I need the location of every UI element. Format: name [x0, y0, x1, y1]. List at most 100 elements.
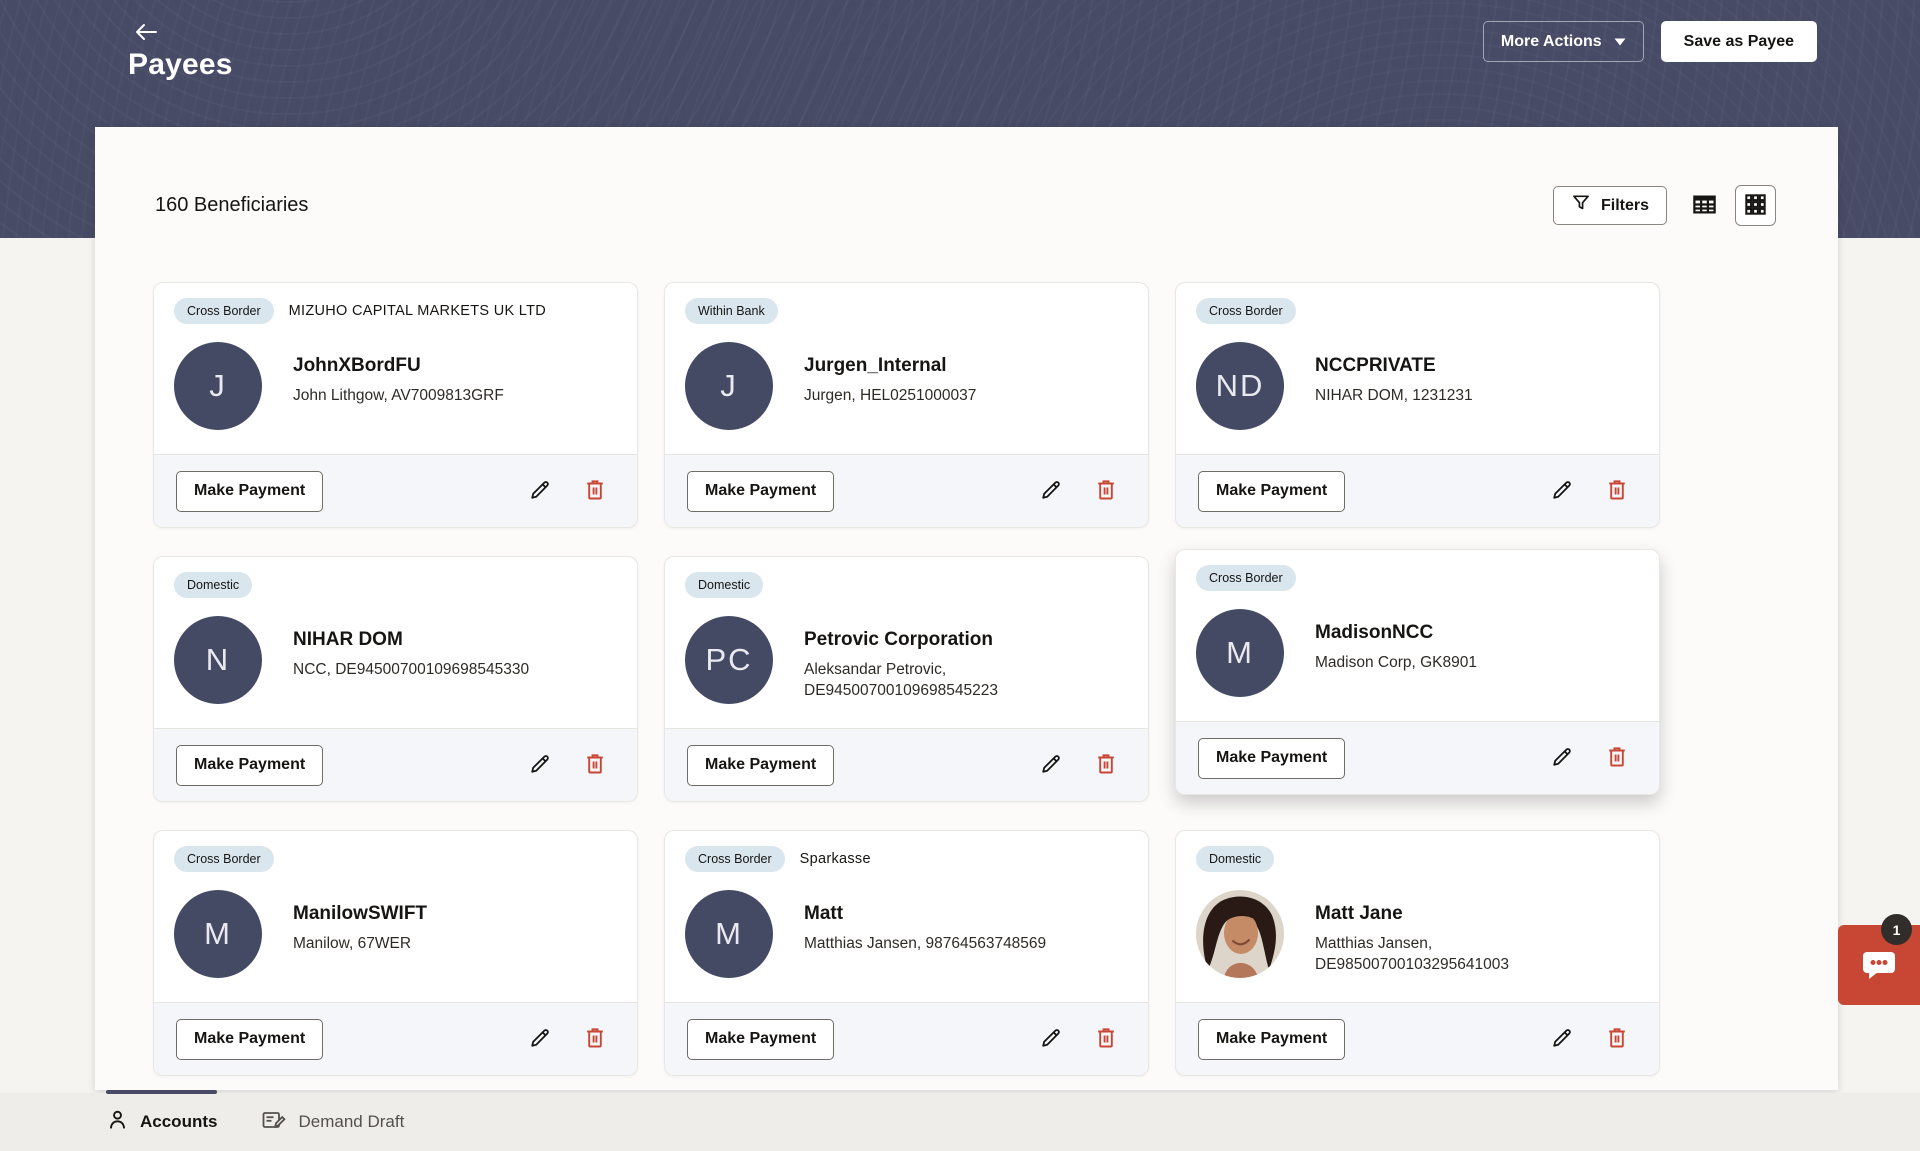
trash-icon — [583, 478, 607, 505]
make-payment-button[interactable]: Make Payment — [176, 470, 324, 512]
edit-payee-button[interactable] — [526, 750, 554, 781]
make-payment-button[interactable]: Make Payment — [176, 1018, 324, 1060]
payee-name: MadisonNCC — [1315, 622, 1434, 643]
document-edit-icon — [261, 1108, 287, 1137]
edit-payee-button[interactable] — [1037, 476, 1065, 507]
edit-payee-button[interactable] — [526, 476, 554, 507]
grid-view-button[interactable] — [1735, 185, 1776, 226]
payee-name: Matt Jane — [1315, 903, 1403, 924]
pencil-icon — [528, 1026, 552, 1053]
edit-payee-button[interactable] — [1548, 476, 1576, 507]
back-button[interactable] — [131, 20, 161, 46]
payee-type-badge: Cross Border — [1196, 298, 1296, 324]
table-view-button[interactable] — [1689, 189, 1720, 223]
payee-card[interactable]: Cross Border Sparkasse M — [664, 830, 1149, 1076]
edit-payee-button[interactable] — [1037, 1024, 1065, 1055]
delete-payee-button[interactable] — [581, 476, 609, 507]
delete-payee-button[interactable] — [581, 1024, 609, 1055]
make-payment-button[interactable]: Make Payment — [687, 1018, 835, 1060]
avatar: PC — [685, 616, 773, 704]
payee-card-body: Cross Border Sparkasse M — [665, 831, 1148, 1002]
payee-card-footer: Make Payment — [665, 728, 1148, 801]
payee-card-footer: Make Payment — [1176, 721, 1659, 794]
tab-accounts-label: Accounts — [140, 1112, 218, 1131]
delete-payee-button[interactable] — [1603, 476, 1631, 507]
avatar: J — [174, 342, 262, 430]
chat-unread-badge: 1 — [1881, 914, 1912, 945]
payee-details: Jurgen, HEL0251000037 — [804, 387, 977, 404]
filters-button[interactable]: Filters — [1552, 186, 1667, 225]
payee-name: ManilowSWIFT — [293, 903, 428, 924]
avatar: M — [174, 890, 262, 978]
trash-icon — [583, 1026, 607, 1053]
grid-view-icon — [1743, 192, 1768, 220]
edit-payee-button[interactable] — [1548, 1024, 1576, 1055]
payee-type-badge: Cross Border — [1196, 565, 1296, 591]
payee-card[interactable]: Within Bank J Jurg — [664, 282, 1149, 528]
payee-card[interactable]: Cross Border MIZUHO CAPITAL MARKETS UK L… — [153, 282, 638, 528]
person-icon — [106, 1108, 129, 1136]
make-payment-button[interactable]: Make Payment — [687, 470, 835, 512]
avatar: J — [685, 342, 773, 430]
make-payment-button[interactable]: Make Payment — [1198, 737, 1346, 779]
trash-icon — [1605, 745, 1629, 772]
payee-card[interactable]: Domestic Matt Jan — [1175, 830, 1660, 1076]
delete-payee-button[interactable] — [581, 750, 609, 781]
avatar: M — [685, 890, 773, 978]
tab-demand-draft[interactable]: Demand Draft — [261, 1093, 404, 1151]
edit-payee-button[interactable] — [1037, 750, 1065, 781]
trash-icon — [1094, 478, 1118, 505]
delete-payee-button[interactable] — [1092, 476, 1120, 507]
payee-name: Matt — [804, 903, 844, 924]
avatar-initials: PC — [705, 642, 753, 677]
chat-button[interactable]: 1 — [1838, 914, 1920, 1005]
payee-card-footer: Make Payment — [154, 1002, 637, 1075]
tab-demand-draft-label: Demand Draft — [298, 1112, 405, 1131]
payee-card[interactable]: Cross Border ND NC — [1175, 282, 1660, 528]
payee-name: NCCPRIVATE — [1315, 355, 1436, 376]
payee-card[interactable]: Cross Border M Mad — [1175, 549, 1660, 795]
delete-payee-button[interactable] — [1603, 1024, 1631, 1055]
payee-card-body: Cross Border M Man — [154, 831, 637, 1002]
edit-payee-button[interactable] — [1548, 743, 1576, 774]
delete-payee-button[interactable] — [1603, 743, 1631, 774]
payee-card-footer: Make Payment — [154, 454, 637, 527]
payee-type-badge: Within Bank — [685, 298, 778, 324]
payee-card-footer: Make Payment — [1176, 1002, 1659, 1075]
avatar-initials: ND — [1215, 368, 1265, 403]
make-payment-button[interactable]: Make Payment — [1198, 470, 1346, 512]
payee-type-badge: Cross Border — [174, 846, 274, 872]
chat-bubble-icon — [1859, 946, 1899, 985]
payee-card[interactable]: Domestic N NIHAR D — [153, 556, 638, 802]
avatar: N — [174, 616, 262, 704]
payee-card-footer: Make Payment — [154, 728, 637, 801]
tab-accounts[interactable]: Accounts — [106, 1090, 218, 1151]
payee-card[interactable]: Domestic PC Petrov — [664, 556, 1149, 802]
payee-card[interactable]: Cross Border M Man — [153, 830, 638, 1076]
payee-card-body: Domestic Matt Jan — [1176, 831, 1659, 1002]
make-payment-button[interactable]: Make Payment — [687, 744, 835, 786]
delete-payee-button[interactable] — [1092, 750, 1120, 781]
pencil-icon — [1550, 478, 1574, 505]
make-payment-button[interactable]: Make Payment — [176, 744, 324, 786]
delete-payee-button[interactable] — [1092, 1024, 1120, 1055]
save-as-payee-button[interactable]: Save as Payee — [1660, 21, 1817, 62]
trash-icon — [1094, 1026, 1118, 1053]
payee-details: Madison Corp, GK8901 — [1315, 654, 1477, 671]
page-title: Payees — [128, 48, 233, 81]
table-view-icon — [1691, 191, 1718, 221]
avatar — [1196, 890, 1284, 978]
edit-payee-button[interactable] — [526, 1024, 554, 1055]
avatar-initials: J — [720, 368, 738, 403]
payee-type-badge: Domestic — [174, 572, 253, 598]
payee-name: Petrovic Corporation — [804, 629, 993, 650]
more-actions-button[interactable]: More Actions — [1482, 21, 1644, 62]
payee-card-body: Within Bank J Jurg — [665, 283, 1148, 454]
payee-card-body: Domestic PC Petrov — [665, 557, 1148, 728]
payee-name: JohnXBordFU — [293, 355, 421, 376]
payee-grid: Cross Border MIZUHO CAPITAL MARKETS UK L… — [153, 282, 1660, 1076]
pencil-icon — [528, 752, 552, 779]
make-payment-button[interactable]: Make Payment — [1198, 1018, 1346, 1060]
payee-details: Matthias Jansen, DE98500700103295641003 — [1315, 935, 1509, 973]
card-bank-name: MIZUHO CAPITAL MARKETS UK LTD — [288, 303, 547, 319]
